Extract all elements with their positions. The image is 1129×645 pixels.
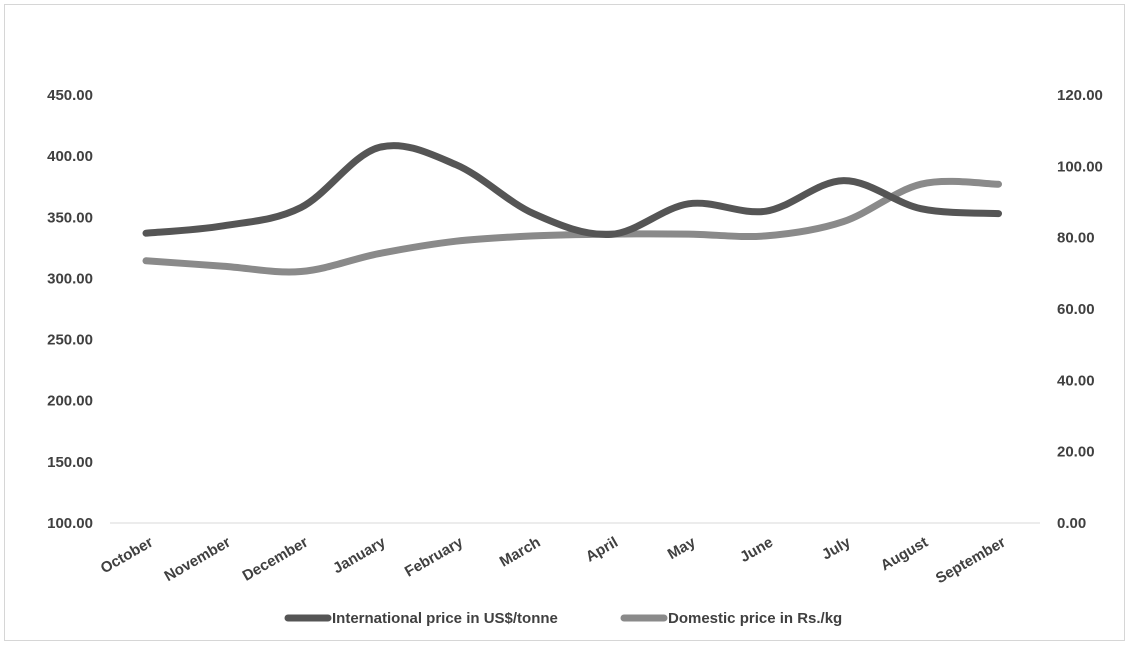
x-tick-label: October — [98, 534, 156, 578]
x-tick-label: February — [402, 533, 467, 580]
legend-label-international: International price in US$/tonne — [332, 610, 558, 627]
series-domestic-line — [142, 177, 1002, 276]
legend: International price in US$/tonne Domestic… — [284, 610, 842, 627]
x-tick-label: January — [330, 533, 389, 577]
x-tick-label: May — [665, 533, 699, 563]
series-layer — [142, 142, 1002, 276]
y-left-tick-label: 250.00 — [47, 332, 93, 349]
y-left-tick-label: 400.00 — [47, 148, 93, 165]
x-tick-label: August — [878, 534, 931, 575]
y-right-tick-label: 120.00 — [1057, 87, 1103, 104]
x-tick-label: December — [240, 534, 311, 585]
y-left-tick-label: 200.00 — [47, 393, 93, 410]
x-tick-label: November — [161, 534, 233, 585]
y-right-tick-label: 40.00 — [1057, 372, 1095, 389]
x-tick-label: March — [497, 534, 544, 571]
y-right-tick-label: 60.00 — [1057, 301, 1095, 318]
chart-frame — [4, 4, 1125, 641]
y-right-tick-label: 100.00 — [1057, 158, 1103, 175]
y-left-tick-label: 150.00 — [47, 454, 93, 471]
y-left-tick-label: 350.00 — [47, 209, 93, 226]
x-tick-label: April — [583, 534, 621, 566]
axis-layer: 100.00 150.00 200.00 250.00 300.00 350.00 400.… — [47, 87, 1103, 587]
y-left-tick-label: 100.00 — [47, 515, 93, 532]
x-tick-label: July — [819, 533, 854, 563]
legend-label-domestic: Domestic price in Rs./kg — [668, 610, 842, 627]
x-tick-label: September — [933, 534, 1009, 588]
y-left-tick-label: 450.00 — [47, 87, 93, 104]
y-right-tick-label: 0.00 — [1057, 515, 1086, 532]
x-tick-label: June — [737, 534, 776, 566]
y-right-tick-label: 20.00 — [1057, 444, 1095, 461]
y-left-tick-label: 300.00 — [47, 270, 93, 287]
y-right-tick-label: 80.00 — [1057, 230, 1095, 247]
series-international-line — [142, 142, 1002, 239]
